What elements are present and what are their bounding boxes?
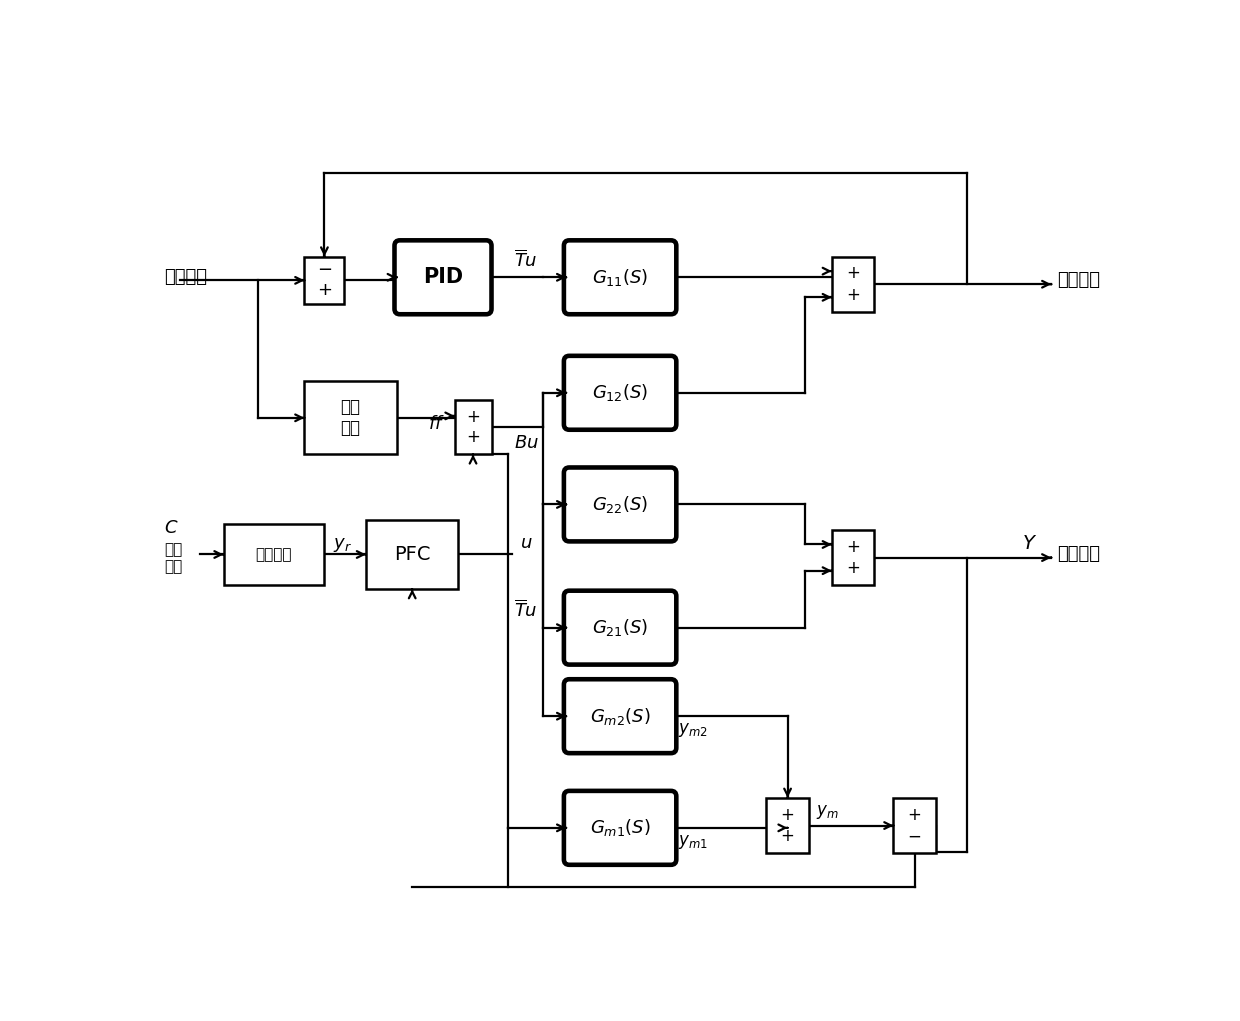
Text: $G_{m2}(S)$: $G_{m2}(S)$	[590, 706, 651, 727]
Text: 前馈
系统: 前馈 系统	[341, 398, 361, 437]
Bar	[455, 400, 491, 454]
Text: +: +	[466, 429, 480, 446]
FancyBboxPatch shape	[564, 679, 676, 753]
Text: $C$: $C$	[164, 519, 179, 537]
Text: −: −	[908, 827, 921, 845]
FancyBboxPatch shape	[564, 468, 676, 541]
Text: 实际负荷: 实际负荷	[1058, 272, 1100, 289]
Text: +: +	[908, 806, 921, 824]
Text: +: +	[466, 408, 480, 427]
Text: $Bu$: $Bu$	[513, 434, 538, 452]
FancyBboxPatch shape	[564, 591, 676, 665]
Text: $\overline{T}u$: $\overline{T}u$	[515, 249, 538, 272]
Text: +: +	[846, 286, 861, 304]
Text: $G_{21}(S)$: $G_{21}(S)$	[591, 617, 649, 638]
FancyBboxPatch shape	[564, 791, 676, 865]
Text: $G_{m1}(S)$: $G_{m1}(S)$	[590, 818, 651, 838]
Text: +: +	[781, 806, 795, 824]
Text: PFC: PFC	[394, 545, 430, 564]
FancyBboxPatch shape	[394, 240, 491, 314]
Text: $y_r$: $y_r$	[332, 536, 352, 554]
Bar	[304, 381, 397, 454]
Text: +: +	[846, 538, 861, 555]
Text: $G_{22}(S)$: $G_{22}(S)$	[591, 494, 649, 515]
Text: $y_{m1}$: $y_{m1}$	[678, 833, 708, 850]
Bar	[766, 797, 808, 854]
Text: $Y$: $Y$	[1022, 534, 1037, 553]
Text: $y_m$: $y_m$	[816, 803, 839, 821]
Text: $G_{12}(S)$: $G_{12}(S)$	[591, 382, 649, 403]
Text: +: +	[781, 827, 795, 845]
Text: $G_{11}(S)$: $G_{11}(S)$	[591, 266, 649, 288]
Text: −: −	[317, 261, 332, 280]
Text: 负荷指令: 负荷指令	[164, 268, 207, 286]
Text: $y_{m2}$: $y_{m2}$	[678, 721, 708, 739]
Text: +: +	[846, 264, 861, 283]
FancyBboxPatch shape	[564, 240, 676, 314]
Text: 参考轨迹: 参考轨迹	[255, 547, 291, 562]
Text: +: +	[317, 282, 332, 299]
Text: 压力
设定: 压力 设定	[164, 542, 182, 575]
Text: $ff$: $ff$	[428, 415, 445, 433]
Bar	[304, 256, 345, 304]
Bar	[223, 524, 324, 585]
Bar	[894, 797, 936, 854]
Text: PID: PID	[423, 268, 463, 287]
Bar	[832, 530, 874, 585]
Text: $\overline{T}u$: $\overline{T}u$	[515, 600, 538, 622]
Text: +: +	[846, 560, 861, 577]
Bar	[366, 520, 459, 589]
Text: $u$: $u$	[520, 534, 533, 552]
FancyBboxPatch shape	[564, 356, 676, 430]
Bar	[832, 256, 874, 312]
Text: 实际压力: 实际压力	[1058, 545, 1100, 563]
